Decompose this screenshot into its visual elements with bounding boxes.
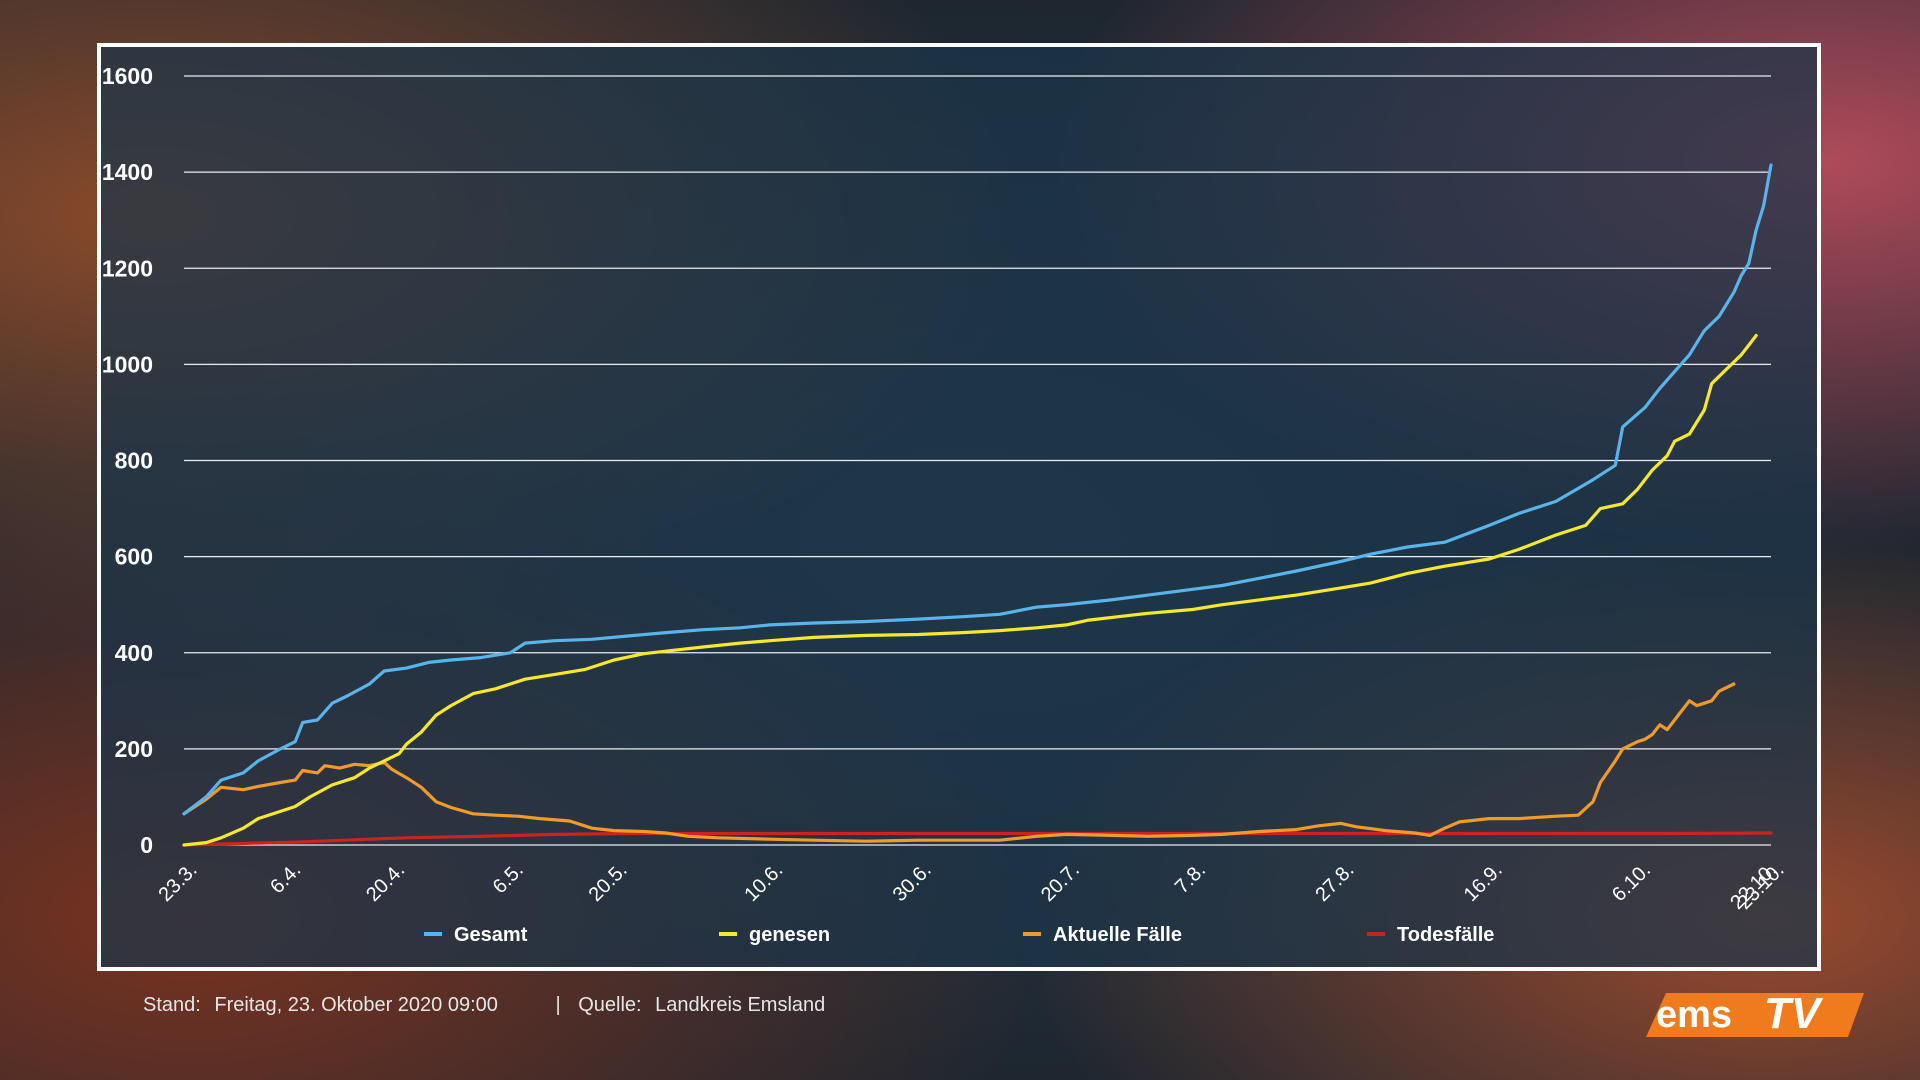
legend-label: genesen (749, 924, 830, 946)
y-tick-label: 1400 (102, 159, 153, 185)
x-tick-label: 20.4. (362, 859, 409, 906)
y-tick-label: 0 (140, 832, 153, 858)
y-tick-label: 800 (115, 448, 153, 474)
y-tick-label: 600 (115, 544, 153, 570)
quelle-label: Quelle: (578, 994, 642, 1016)
logo-text-tv: TV (1764, 993, 1824, 1037)
y-axis-ticks: 0 200 400 600 800 1000 1200 1400 1600 (102, 63, 153, 858)
logo-text-ems: ems (1656, 994, 1732, 1036)
y-tick-label: 400 (115, 640, 153, 666)
series-line-gesamt (182, 163, 1773, 816)
x-tick-label: 10.6. (740, 859, 787, 906)
ems-tv-logo: ems TV (1646, 993, 1864, 1037)
y-tick-label: 1000 (102, 351, 153, 377)
x-tick-label: 27.8. (1311, 859, 1358, 906)
grid-lines (184, 75, 1771, 846)
x-tick-label: 16.9. (1460, 859, 1507, 906)
x-tick-label: 7.8. (1171, 859, 1210, 898)
series-line-genesen (182, 333, 1758, 847)
x-tick-label: 23.3. (155, 859, 202, 906)
y-tick-label: 1600 (102, 63, 153, 89)
x-tick-label: 20.7. (1037, 859, 1084, 906)
x-tick-label: 6.4. (266, 859, 305, 898)
series-lines (182, 163, 1773, 847)
legend-label: Aktuelle Fälle (1053, 924, 1182, 946)
footer-info: Stand: Freitag, 23. Oktober 2020 09:00 |… (143, 994, 833, 1017)
y-tick-label: 200 (115, 736, 153, 762)
x-tick-label: 20.5. (585, 859, 632, 906)
legend-label: Todesfälle (1397, 924, 1494, 946)
x-tick-label: 6.5. (489, 859, 528, 898)
quelle-value: Landkreis Emsland (655, 994, 826, 1016)
x-axis-ticks: 23.3. 6.4. 20.4. 6.5. 20.5. 10.6. 30.6. 20.7. 7.… (155, 859, 1789, 914)
series-line-todesf-lle (182, 831, 1773, 847)
legend: Gesamt genesen Aktuelle Fälle Todesfälle (424, 924, 1494, 946)
x-tick-label: 6.10. (1608, 859, 1655, 906)
stand-value: Freitag, 23. Oktober 2020 09:00 (214, 994, 498, 1016)
footer-separator: | (555, 994, 561, 1016)
chart-panel: 0 200 400 600 800 1000 1200 1400 1600 23.3. 6.4. 2… (97, 43, 1821, 971)
logo-background (1646, 993, 1864, 1037)
y-tick-label: 1200 (102, 255, 153, 281)
stand-label: Stand: (143, 994, 201, 1016)
series-line-aktuelle-f-lle (182, 682, 1736, 843)
legend-label: Gesamt (454, 924, 528, 946)
x-tick-label: 30.6. (889, 859, 936, 906)
